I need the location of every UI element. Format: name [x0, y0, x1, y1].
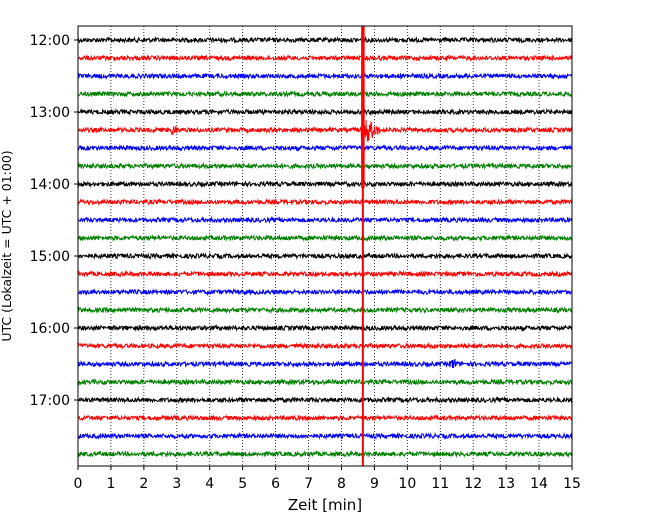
trace-line-1545 — [77, 306, 573, 315]
trace-line-1215 — [77, 54, 573, 62]
trace-line-1500 — [77, 251, 573, 261]
trace-line-1245 — [77, 89, 573, 98]
trace-line-1430 — [77, 215, 573, 224]
x-tick-label: 11 — [431, 476, 449, 492]
x-tick-label: 3 — [172, 476, 181, 492]
trace-line-1200 — [77, 35, 573, 44]
x-tick-label: 6 — [271, 476, 280, 492]
plot-background — [78, 26, 572, 466]
x-tick-label: 13 — [497, 476, 515, 492]
trace-line-1330 — [77, 144, 573, 153]
trace-line-1745 — [77, 449, 573, 459]
trace-line-1230 — [77, 72, 573, 81]
y-axis-ticks: 12:00 13:00 14:00 15:00 16:00 17:00 — [30, 33, 78, 409]
y-axis-label: UTC (Lokalzeit = UTC + 01:00) — [0, 150, 14, 341]
y-tick-label: 14:00 — [30, 177, 70, 193]
trace-line-1300 — [77, 107, 573, 117]
trace-line-1630 — [77, 358, 573, 369]
trace-line-1345 — [77, 161, 573, 171]
trace-line-1700 — [77, 395, 573, 405]
trace-line-1400 — [77, 179, 573, 189]
x-grid — [110, 26, 540, 466]
y-tick-label: 15:00 — [30, 249, 70, 265]
x-tick-label: 15 — [563, 476, 581, 492]
x-tick-label: 4 — [205, 476, 214, 492]
trace-line-1615 — [77, 341, 573, 351]
y-tick-label: 12:00 — [30, 33, 70, 49]
plot-frame — [77, 25, 573, 467]
y-tick-label: 16:00 — [30, 321, 70, 337]
x-tick-label: 2 — [139, 476, 148, 492]
x-tick-label: 12 — [464, 476, 482, 492]
x-tick-label: 5 — [238, 476, 247, 492]
x-tick-label: 9 — [370, 476, 379, 492]
x-tick-label: 14 — [530, 476, 548, 492]
trace-line-1530 — [77, 288, 573, 297]
trace-line-1515 — [77, 269, 573, 278]
trace-line-1315 — [77, 116, 573, 144]
x-tick-label: 7 — [304, 476, 313, 492]
x-tick-label: 0 — [74, 476, 83, 492]
trace-line-1645 — [77, 377, 573, 387]
trace-line-1715 — [77, 413, 573, 422]
trace-line-1600 — [77, 324, 573, 333]
trace-line-1730 — [77, 431, 573, 441]
x-tick-label: 1 — [106, 476, 115, 492]
x-tick-label: 8 — [337, 476, 346, 492]
x-axis-label: Zeit [min] — [288, 496, 362, 514]
y-tick-label: 13:00 — [30, 105, 70, 121]
x-tick-label: 10 — [398, 476, 416, 492]
y-tick-label: 17:00 — [30, 393, 70, 409]
trace-line-1415 — [77, 197, 573, 207]
x-axis-ticks: 0 1 2 3 4 5 6 7 8 9 10 11 12 13 14 15 — [74, 466, 581, 492]
trace-line-1445 — [77, 233, 573, 242]
trace-group — [77, 35, 573, 459]
